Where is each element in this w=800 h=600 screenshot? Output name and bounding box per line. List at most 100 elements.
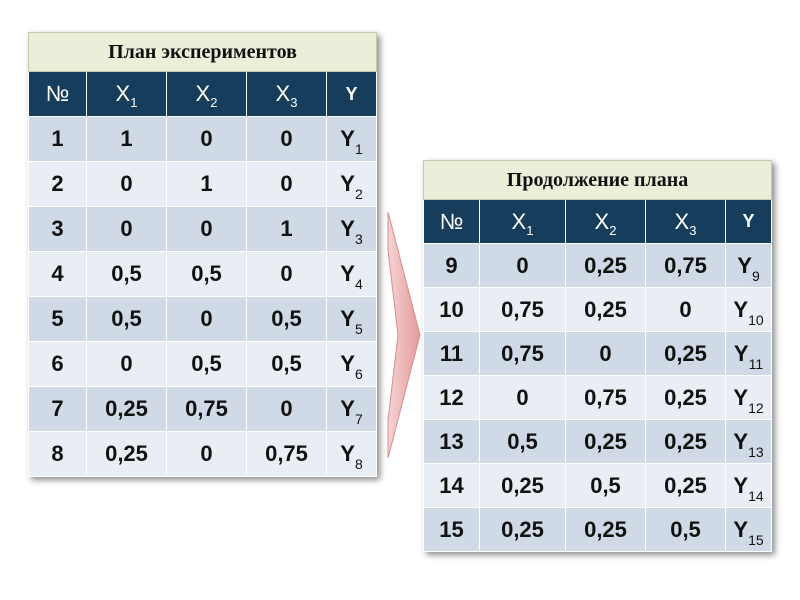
- cell-y: Y2: [325, 161, 378, 207]
- column-header-subscript: 3: [689, 222, 697, 238]
- cell-n: 5: [28, 296, 87, 342]
- cell-x3: 0,25: [645, 331, 726, 376]
- cell-x3: 0,75: [246, 431, 327, 477]
- cell-x2: 0,25: [565, 287, 646, 332]
- cell-y: Y12: [724, 375, 773, 420]
- column-header-label: X: [275, 81, 291, 106]
- table-row: 15 0,25 0,25 0,5 Y15: [423, 507, 773, 552]
- column-header-label: Y: [345, 83, 358, 104]
- experiment-plan-table: План экспериментов № X1 X2 X3 Y 1 1 0 0 Y1 2 0 1 0 Y2 3 0…: [27, 32, 378, 477]
- cell-n: 3: [28, 206, 87, 252]
- cell-y-subscript: 13: [748, 443, 764, 460]
- cell-y-subscript: 15: [748, 531, 764, 548]
- cell-y-label: Y: [340, 351, 355, 376]
- cell-x1: 0,25: [479, 507, 566, 552]
- cell-x2: 0: [166, 116, 247, 162]
- column-header-label: №: [45, 81, 70, 106]
- cell-n: 14: [423, 463, 480, 508]
- cell-y-subscript: 14: [748, 487, 764, 504]
- column-header-label: Y: [742, 211, 755, 231]
- table-title: Продолжение плана: [422, 160, 773, 200]
- table-row: 7 0,25 0,75 0 Y7: [28, 386, 378, 432]
- cell-x3: 0: [246, 251, 327, 297]
- cell-y: Y14: [724, 463, 773, 508]
- cell-n: 7: [28, 386, 87, 432]
- cell-x2: 0: [166, 206, 247, 252]
- column-header-label: X: [195, 81, 211, 106]
- cell-x3: 0,5: [645, 507, 726, 552]
- column-header: №: [28, 71, 87, 117]
- cell-x1: 0: [479, 375, 566, 420]
- cell-n: 13: [423, 419, 480, 464]
- column-header: X1: [479, 199, 566, 244]
- column-header-label: №: [439, 208, 464, 234]
- cell-x2: 0,25: [565, 507, 646, 552]
- cell-y: Y8: [325, 431, 378, 477]
- cell-y-label: Y: [340, 216, 355, 241]
- table-row: 10 0,75 0,25 0 Y10: [423, 287, 773, 332]
- cell-x2: 0: [565, 331, 646, 376]
- cell-y-label: Y: [733, 472, 749, 498]
- cell-y: Y10: [724, 287, 773, 332]
- cell-x2: 0,75: [166, 386, 247, 432]
- cell-y: Y6: [325, 341, 378, 387]
- cell-y: Y7: [325, 386, 378, 432]
- column-header: X1: [86, 71, 167, 117]
- cell-x1: 0: [86, 161, 167, 207]
- cell-x3: 0: [246, 116, 327, 162]
- cell-x1: 1: [86, 116, 167, 162]
- cell-y-subscript: 6: [354, 366, 363, 382]
- cell-y: Y13: [724, 419, 773, 464]
- cell-x1: 0: [86, 206, 167, 252]
- column-header-subscript: 1: [526, 222, 534, 238]
- cell-y: Y15: [724, 507, 773, 552]
- table-row: 4 0,5 0,5 0 Y4: [28, 251, 378, 297]
- cell-x1: 0: [86, 341, 167, 387]
- cell-n: 12: [423, 375, 480, 420]
- cell-y-subscript: 9: [751, 267, 760, 284]
- cell-y-subscript: 1: [354, 141, 363, 157]
- table-row: 5 0,5 0 0,5 Y5: [28, 296, 378, 342]
- cell-x2: 0: [166, 431, 247, 477]
- table-row: 12 0 0,75 0,25 Y12: [423, 375, 773, 420]
- column-header-subscript: 2: [210, 95, 218, 110]
- cell-n: 11: [423, 331, 480, 376]
- table-row: 13 0,5 0,25 0,25 Y13: [423, 419, 773, 464]
- table-row: 1 1 0 0 Y1: [28, 116, 378, 162]
- cell-y-label: Y: [733, 384, 749, 410]
- column-header-label: X: [115, 81, 131, 106]
- cell-n: 1: [28, 116, 87, 162]
- cell-y: Y4: [325, 251, 378, 297]
- cell-n: 2: [28, 161, 87, 207]
- cell-x1: 0,5: [479, 419, 566, 464]
- cell-x3: 0,5: [246, 341, 327, 387]
- table-title-row: План экспериментов: [27, 32, 378, 72]
- table-row: 9 0 0,25 0,75 Y9: [423, 243, 773, 288]
- column-header: X3: [246, 71, 327, 117]
- cell-y-subscript: 12: [748, 399, 764, 416]
- cell-x2: 0,75: [565, 375, 646, 420]
- cell-y: Y9: [724, 243, 773, 288]
- cell-x1: 0,75: [479, 287, 566, 332]
- cell-n: 6: [28, 341, 87, 387]
- cell-x3: 0,5: [246, 296, 327, 342]
- table-title: План экспериментов: [27, 32, 378, 72]
- cell-y-subscript: 5: [354, 321, 363, 337]
- column-header-subscript: 3: [290, 95, 298, 110]
- cell-n: 4: [28, 251, 87, 297]
- cell-y-subscript: 2: [354, 186, 363, 202]
- cell-x2: 0,5: [166, 341, 247, 387]
- cell-x1: 0,25: [479, 463, 566, 508]
- cell-y-label: Y: [737, 252, 752, 278]
- column-header: Y: [325, 71, 378, 117]
- cell-y-subscript: 7: [354, 411, 363, 427]
- cell-x2: 0,5: [166, 251, 247, 297]
- cell-y-subscript: 3: [354, 231, 363, 247]
- cell-y-subscript: 10: [748, 311, 764, 328]
- column-header: X2: [166, 71, 247, 117]
- column-header: X2: [565, 199, 646, 244]
- cell-x1: 0,5: [86, 296, 167, 342]
- cell-x3: 0,25: [645, 375, 726, 420]
- cell-x2: 1: [166, 161, 247, 207]
- cell-y: Y1: [325, 116, 378, 162]
